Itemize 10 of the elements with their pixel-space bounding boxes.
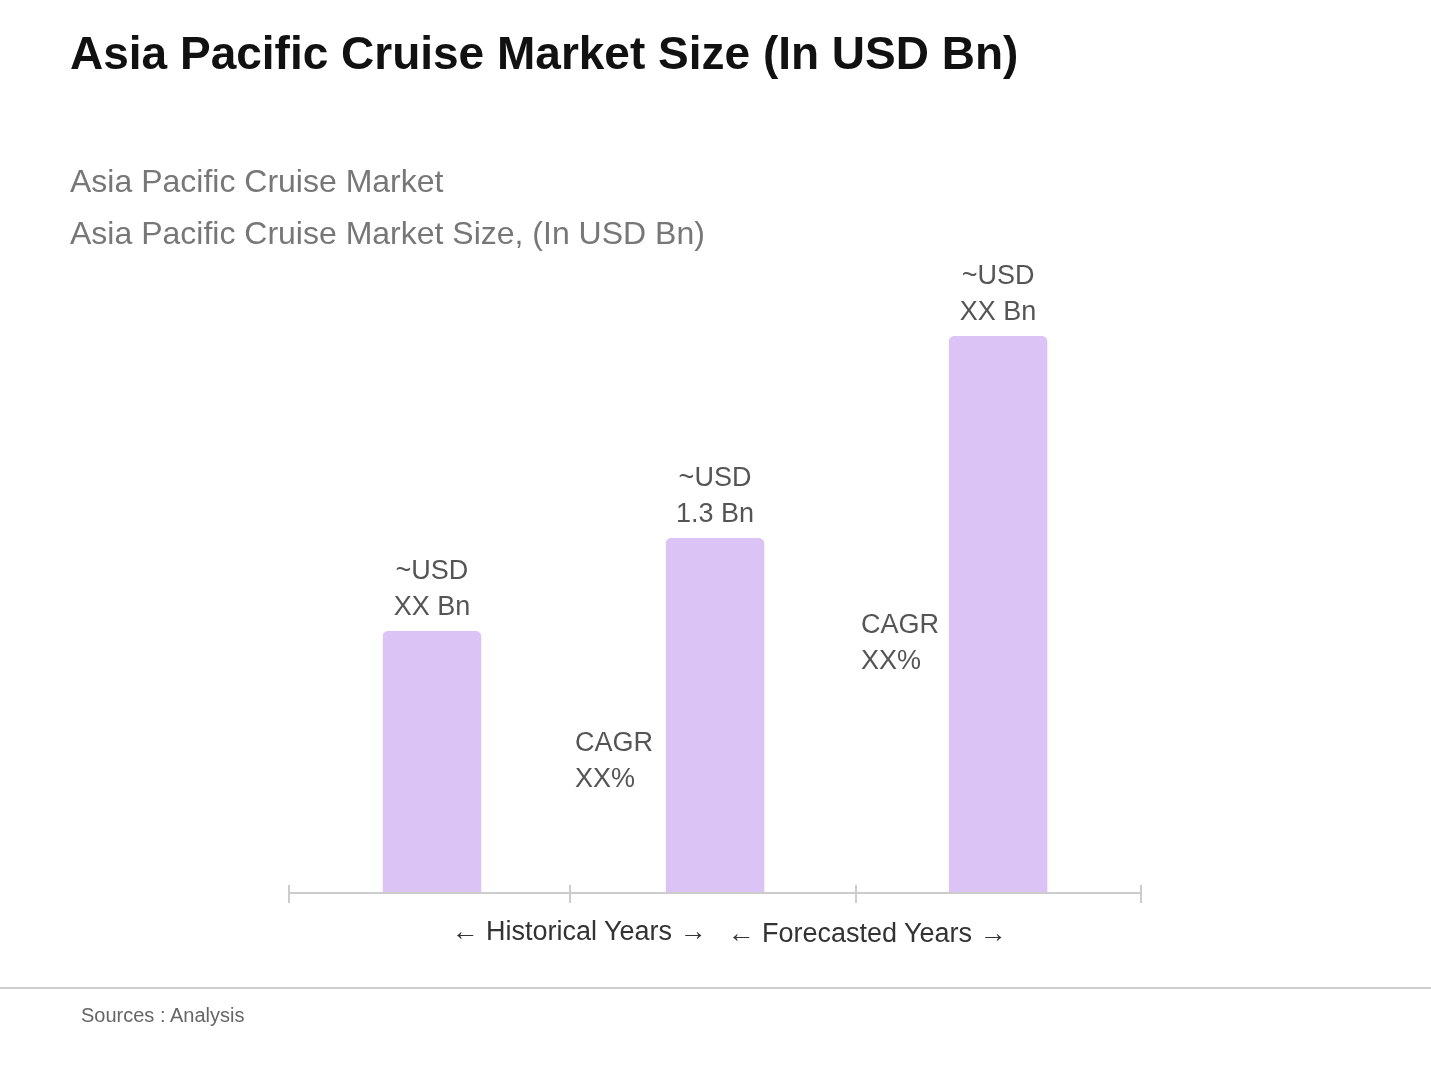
- text: ← Historical Years →: [451, 916, 707, 946]
- chart-subtitle: Asia Pacific Cruise Market Asia Pacific Cruise Market Size, (In USD Bn): [70, 163, 705, 251]
- text: ← Forecasted Years →: [727, 918, 1007, 948]
- data-label: ~USD XX Bn: [393, 554, 471, 621]
- data-label: ~USD 1.3 Bn: [675, 462, 755, 529]
- source-note: Sources : Analysis: [81, 1004, 245, 1026]
- annotation: CAGR XX%: [861, 609, 940, 675]
- data-label: ~USD XX Bn: [959, 260, 1037, 326]
- chart-title: Asia Pacific Cruise Market Size (In USD Bn): [70, 27, 1019, 79]
- annotation: CAGR XX%: [575, 727, 654, 793]
